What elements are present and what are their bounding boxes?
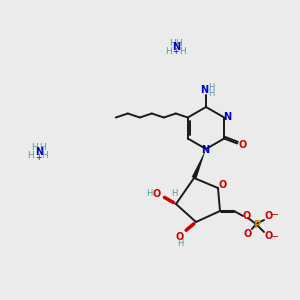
Text: H: H xyxy=(169,38,176,47)
Text: O: O xyxy=(243,211,251,221)
Text: −: − xyxy=(271,232,279,242)
Text: N: N xyxy=(35,147,43,157)
Text: +: + xyxy=(172,47,178,56)
Text: N: N xyxy=(223,112,231,122)
Text: O: O xyxy=(219,180,227,190)
Text: H: H xyxy=(39,143,45,152)
Text: H: H xyxy=(32,143,38,152)
Text: H: H xyxy=(42,152,48,160)
Text: O: O xyxy=(153,189,161,199)
Text: H: H xyxy=(177,239,183,248)
Text: N: N xyxy=(200,85,208,95)
Text: O: O xyxy=(265,211,273,221)
Text: H: H xyxy=(171,188,177,197)
Text: O: O xyxy=(176,232,184,242)
Text: +: + xyxy=(35,152,41,161)
Text: P: P xyxy=(254,220,261,230)
Text: H: H xyxy=(28,152,34,160)
Text: O: O xyxy=(265,231,273,241)
Text: H: H xyxy=(208,88,214,98)
Text: H: H xyxy=(176,38,182,47)
Text: −: − xyxy=(271,210,279,220)
Text: N: N xyxy=(172,42,180,52)
Text: N: N xyxy=(201,145,209,155)
Text: H: H xyxy=(208,82,214,91)
Text: O: O xyxy=(244,229,252,239)
Polygon shape xyxy=(192,149,206,179)
Text: H: H xyxy=(178,46,185,56)
Text: H: H xyxy=(146,190,152,199)
Text: O: O xyxy=(238,140,246,149)
Text: H: H xyxy=(165,46,171,56)
